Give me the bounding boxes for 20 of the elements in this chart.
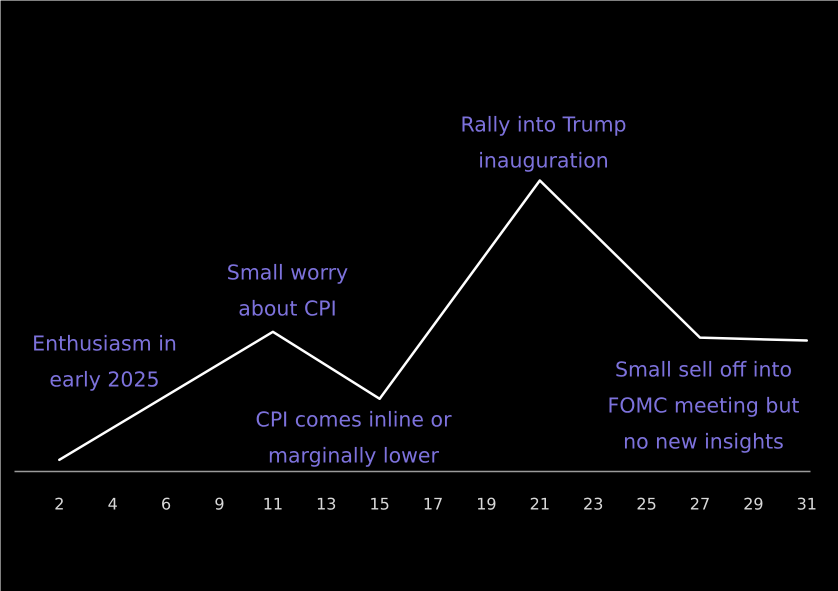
x-tick-label: 17 [422, 494, 444, 514]
x-tick-label: 11 [262, 494, 284, 514]
x-tick-label: 6 [161, 494, 172, 514]
x-tick-label: 31 [796, 494, 817, 514]
x-tick-label: 2 [54, 494, 64, 514]
x-tick-label: 13 [316, 494, 336, 514]
x-tick-label: 21 [530, 494, 550, 514]
x-tick-label: 25 [636, 494, 657, 514]
x-tick-label: 15 [369, 494, 390, 514]
x-tick-label: 4 [108, 494, 118, 514]
x-tick-label: 27 [690, 494, 710, 514]
x-tick-label: 9 [214, 494, 225, 514]
annotation: Enthusiasm in early 2025 [32, 332, 177, 392]
annotation: Small sell off into FOMC meeting but no new insights [608, 358, 800, 454]
x-tick-label: 29 [743, 494, 764, 514]
x-tick-label: 19 [476, 494, 497, 514]
text: Rally into Trump inauguration [460, 112, 627, 172]
annotation: Small worry about CPI [226, 260, 348, 320]
annotation: CPI comes inline or marginally lower [256, 408, 452, 468]
x-tick-label: 23 [583, 494, 604, 514]
